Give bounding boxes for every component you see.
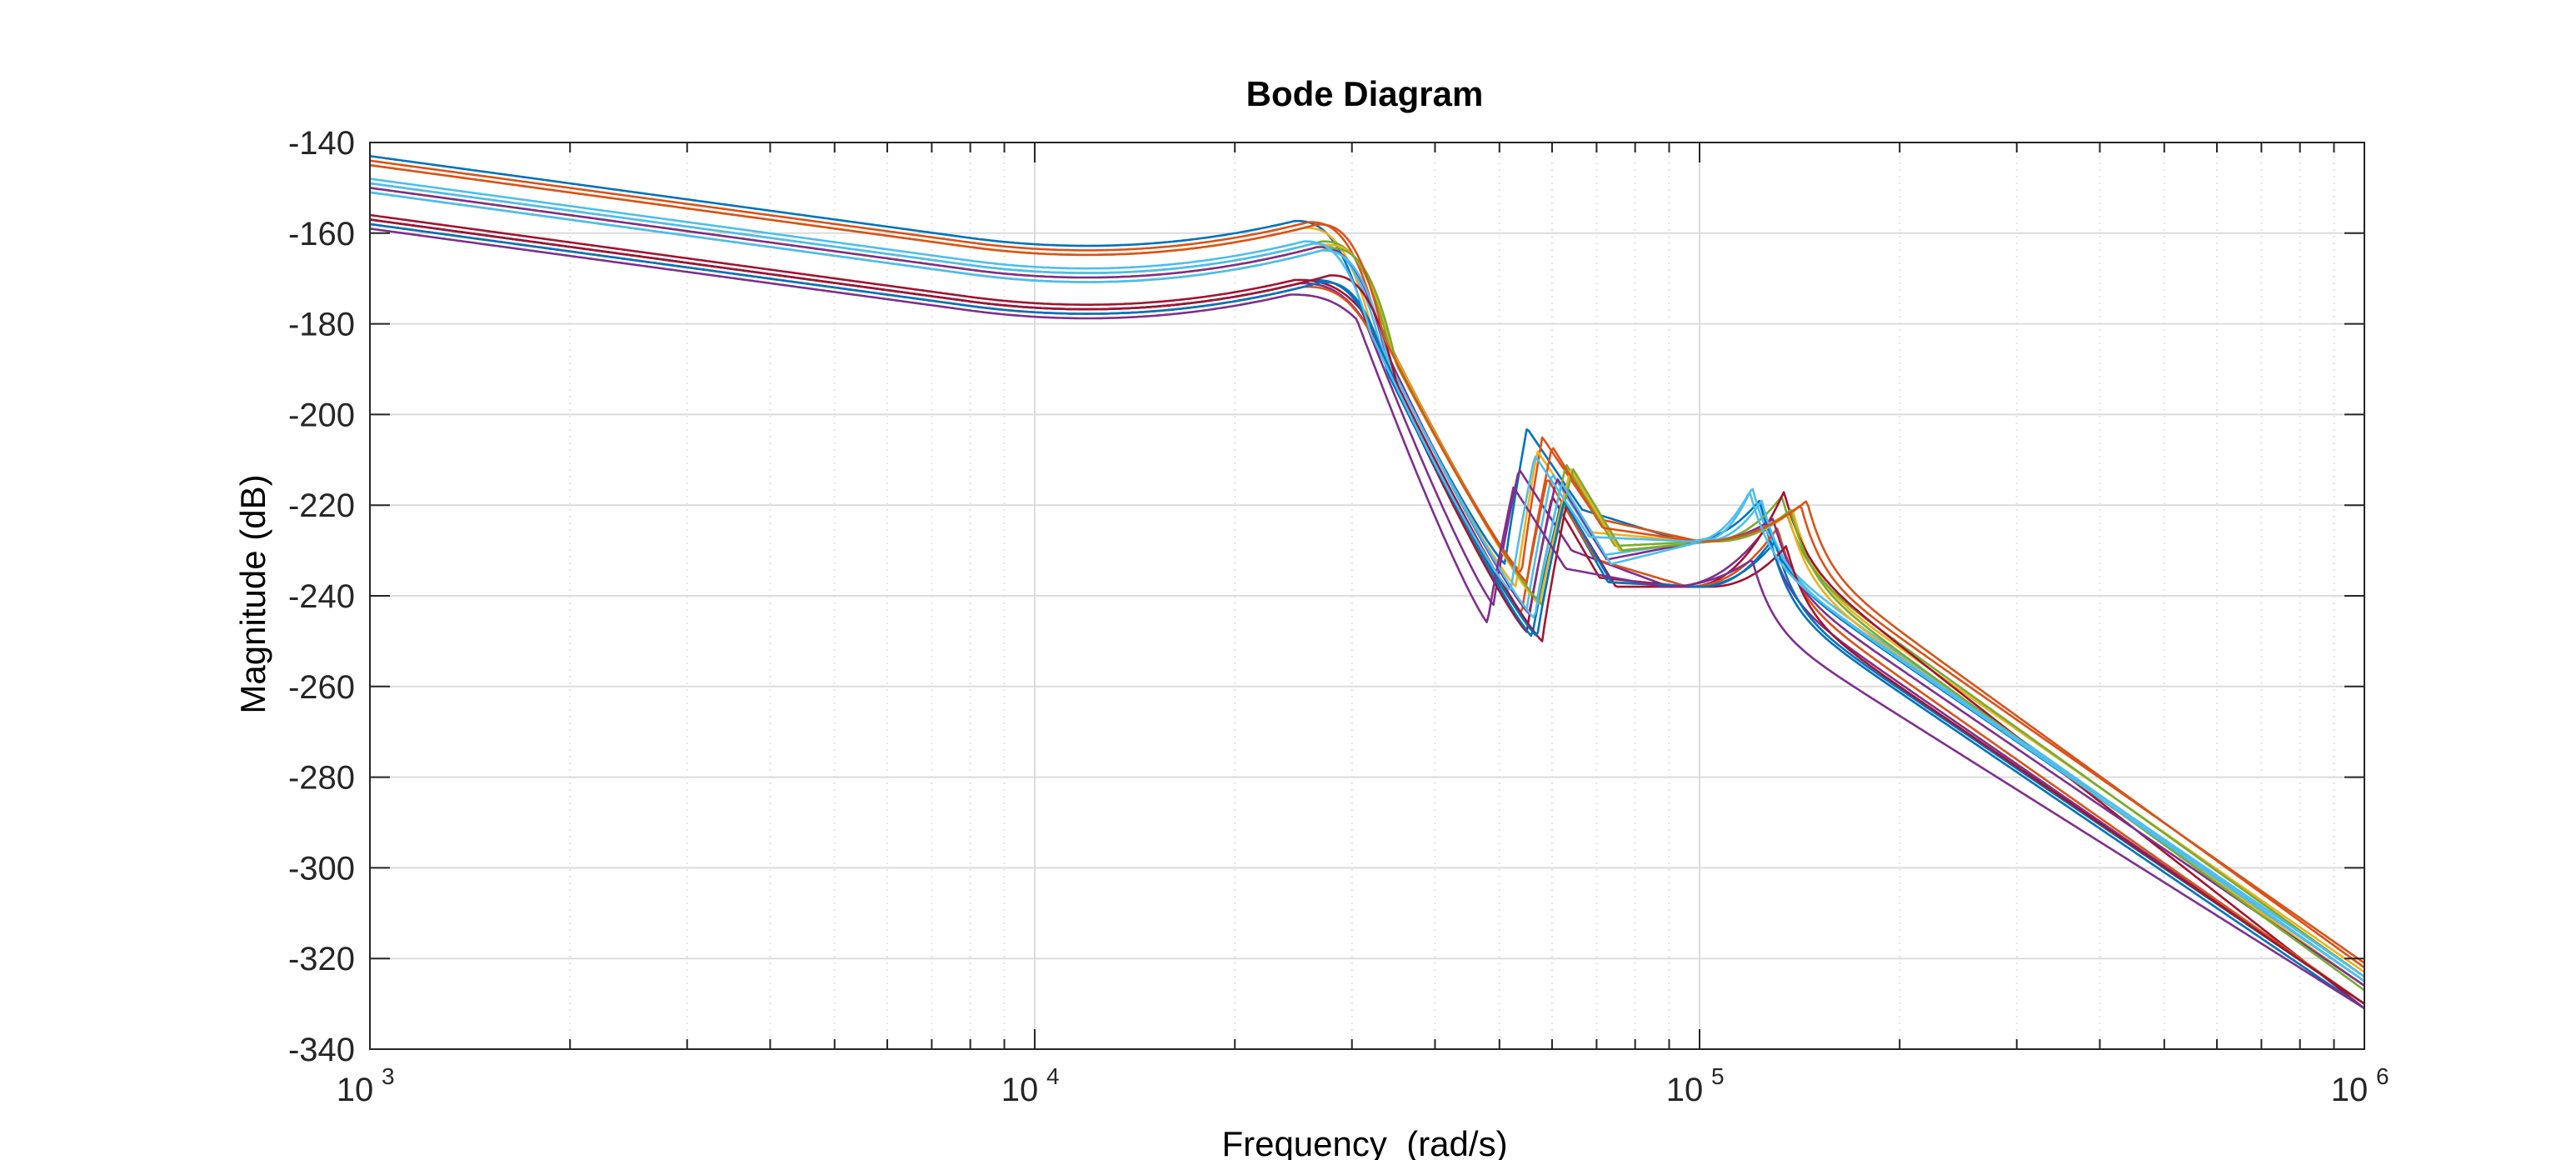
- x-tick-label-base: 10: [337, 1072, 374, 1108]
- x-tick-label-exponent: 5: [1711, 1063, 1725, 1089]
- series-group: [369, 155, 2365, 1010]
- y-tick-label: -280: [288, 760, 355, 797]
- chart-title: Bode Diagram: [1246, 74, 1484, 113]
- series-line-sys18: [369, 178, 2365, 978]
- x-tick-label: 10 3: [337, 1063, 395, 1108]
- x-axis-label: Frequency (rad/s): [1221, 1124, 1507, 1160]
- x-tick-label-exponent: 4: [1046, 1063, 1060, 1089]
- y-tick-label: -200: [288, 397, 355, 433]
- y-tick-label: -160: [288, 216, 355, 252]
- y-tick-labels: -140 -160 -180 -200 -220 -240 -260 -280 -300 -320…: [288, 125, 355, 1068]
- y-tick-label: -240: [288, 578, 355, 615]
- x-tick-label-base: 10: [1666, 1072, 1704, 1108]
- y-tick-label: -260: [288, 669, 355, 706]
- series-line-sys17: [369, 228, 2365, 1010]
- ticks: [369, 142, 2365, 1050]
- y-tick-label: -340: [288, 1032, 355, 1068]
- y-axis-label: Magnitude (dB): [233, 474, 272, 713]
- series-line-sys13: [369, 191, 2365, 982]
- y-tick-label: -300: [288, 850, 355, 887]
- series-line-sys15: [369, 222, 2365, 1010]
- series-line-sys2: [369, 159, 2365, 969]
- x-tick-label-exponent: 6: [2376, 1063, 2389, 1089]
- x-tick-label-base: 10: [1001, 1072, 1039, 1108]
- x-tick-label-exponent: 3: [382, 1063, 395, 1089]
- x-tick-label: 10 4: [1001, 1063, 1060, 1108]
- series-line-sys14: [369, 218, 2365, 1005]
- series-line-sys16: [369, 163, 2365, 964]
- x-tick-label: 10 5: [1666, 1063, 1725, 1108]
- x-tick-labels: 10 3 10 4 10 5 10 6: [337, 1063, 2389, 1108]
- x-tick-label: 10 6: [2331, 1063, 2389, 1108]
- y-tick-label: -220: [288, 488, 355, 524]
- y-tick-label: -320: [288, 941, 355, 978]
- x-tick-label-base: 10: [2331, 1072, 2369, 1108]
- y-tick-label: -140: [288, 125, 355, 162]
- y-tick-label: -180: [288, 307, 355, 343]
